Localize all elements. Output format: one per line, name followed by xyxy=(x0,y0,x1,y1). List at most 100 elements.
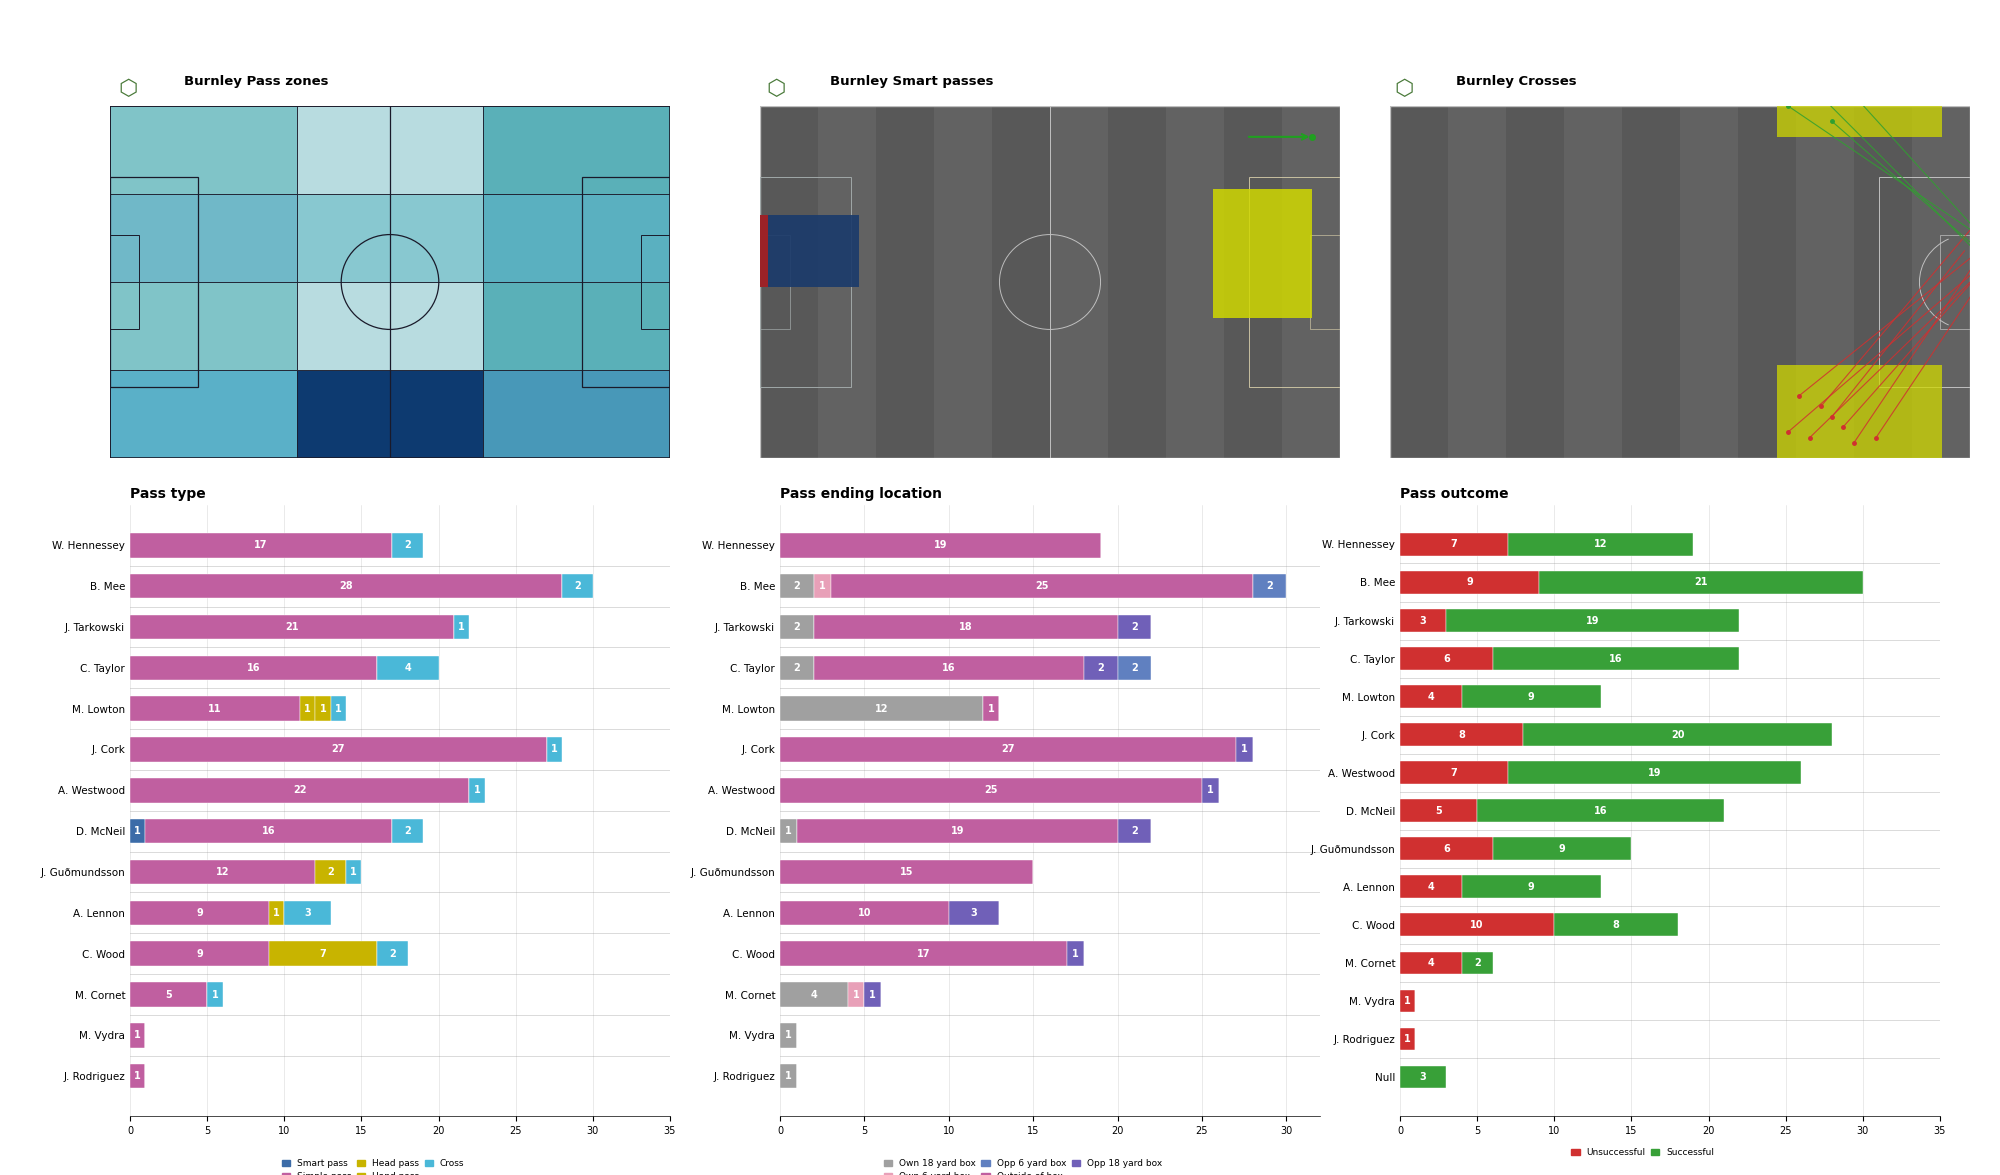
Text: 28: 28 xyxy=(340,582,352,591)
Bar xyxy=(110,194,296,282)
Bar xyxy=(1446,609,1740,632)
Bar xyxy=(268,941,376,966)
Bar xyxy=(780,1023,796,1048)
Bar xyxy=(1050,106,1108,458)
Bar xyxy=(130,860,316,885)
Text: 19: 19 xyxy=(1586,616,1600,625)
Text: 2: 2 xyxy=(1474,958,1480,968)
Text: 3: 3 xyxy=(970,908,978,918)
Text: 1: 1 xyxy=(786,1072,792,1081)
Bar xyxy=(130,900,268,925)
Bar xyxy=(110,282,296,370)
Text: 2: 2 xyxy=(388,948,396,959)
Bar xyxy=(346,860,362,885)
Bar xyxy=(1400,1066,1446,1088)
Text: 9: 9 xyxy=(1528,692,1534,701)
Legend: Own 18 yard box, Own 6 yard box, Opp 6 yard box, Outside of box, Opp 18 yard box: Own 18 yard box, Own 6 yard box, Opp 6 y… xyxy=(880,1155,1166,1175)
Bar xyxy=(780,941,1066,966)
Text: 7: 7 xyxy=(1450,539,1458,550)
Bar xyxy=(376,656,438,680)
Bar xyxy=(284,900,330,925)
Bar xyxy=(1400,761,1508,784)
Text: Pass type: Pass type xyxy=(130,488,206,502)
Bar xyxy=(1554,913,1678,936)
Bar xyxy=(760,106,818,458)
Bar xyxy=(376,941,408,966)
Text: 3: 3 xyxy=(1420,1072,1426,1082)
Bar xyxy=(934,106,992,458)
Bar xyxy=(1400,685,1462,709)
Text: 1: 1 xyxy=(212,989,218,1000)
Text: 19: 19 xyxy=(950,826,964,837)
Bar xyxy=(1492,838,1632,860)
Bar xyxy=(1400,1028,1416,1050)
Bar xyxy=(830,573,1252,598)
Text: 1: 1 xyxy=(870,989,876,1000)
Bar xyxy=(1224,106,1282,458)
Bar xyxy=(760,215,860,287)
Bar xyxy=(1462,875,1600,898)
Text: 1: 1 xyxy=(1240,745,1248,754)
Bar xyxy=(1108,106,1166,458)
Legend: Smart pass, Simple pass, Head pass, Hand pass, Cross: Smart pass, Simple pass, Head pass, Hand… xyxy=(278,1155,468,1175)
Text: 1: 1 xyxy=(334,704,342,713)
Text: 27: 27 xyxy=(332,745,346,754)
Bar xyxy=(1478,799,1724,822)
Text: 2: 2 xyxy=(794,622,800,632)
Bar xyxy=(296,282,484,370)
Text: 2: 2 xyxy=(404,540,412,550)
Bar xyxy=(1166,106,1224,458)
Bar xyxy=(864,982,882,1007)
Text: 1: 1 xyxy=(458,622,466,632)
Text: 18: 18 xyxy=(958,622,972,632)
Bar xyxy=(1462,685,1600,709)
Bar xyxy=(1776,365,1942,458)
Bar xyxy=(1400,533,1508,556)
Bar xyxy=(1066,941,1084,966)
Text: 11: 11 xyxy=(208,704,222,713)
Bar xyxy=(130,941,268,966)
Bar xyxy=(814,615,1118,639)
Text: 8: 8 xyxy=(1612,920,1620,929)
Bar xyxy=(1118,819,1152,844)
Text: Burnley Smart passes: Burnley Smart passes xyxy=(830,75,994,88)
Text: 1: 1 xyxy=(474,785,480,795)
Bar xyxy=(1462,952,1492,974)
Text: 1: 1 xyxy=(550,745,558,754)
Text: 1: 1 xyxy=(304,704,310,713)
Bar xyxy=(130,573,562,598)
Text: 1: 1 xyxy=(786,1030,792,1040)
Text: Pass outcome: Pass outcome xyxy=(1400,488,1508,502)
Bar xyxy=(1248,177,1340,387)
Bar xyxy=(1508,761,1802,784)
Bar xyxy=(454,615,470,639)
Bar xyxy=(1776,43,1942,136)
Text: 2: 2 xyxy=(404,826,412,837)
Bar xyxy=(780,982,848,1007)
Text: Pass ending location: Pass ending location xyxy=(780,488,942,502)
Bar xyxy=(1680,106,1738,458)
Bar xyxy=(1538,571,1862,593)
Bar xyxy=(296,106,484,194)
Bar xyxy=(1854,106,1912,458)
Text: 7: 7 xyxy=(320,948,326,959)
Text: 16: 16 xyxy=(1610,653,1622,664)
Bar xyxy=(562,573,592,598)
Bar xyxy=(1400,724,1524,746)
Bar xyxy=(146,819,392,844)
Text: 12: 12 xyxy=(874,704,888,713)
Text: 4: 4 xyxy=(1428,692,1434,701)
Text: 9: 9 xyxy=(196,908,202,918)
Text: 10: 10 xyxy=(1470,920,1484,929)
Text: 2: 2 xyxy=(1132,826,1138,837)
Bar xyxy=(1118,615,1152,639)
Text: 5: 5 xyxy=(166,989,172,1000)
Bar xyxy=(130,819,146,844)
Bar xyxy=(1282,106,1340,458)
Bar xyxy=(1622,106,1680,458)
Bar xyxy=(268,900,284,925)
Text: 20: 20 xyxy=(1670,730,1684,739)
Bar xyxy=(780,656,814,680)
Bar xyxy=(1310,235,1340,329)
Bar xyxy=(1212,189,1312,318)
